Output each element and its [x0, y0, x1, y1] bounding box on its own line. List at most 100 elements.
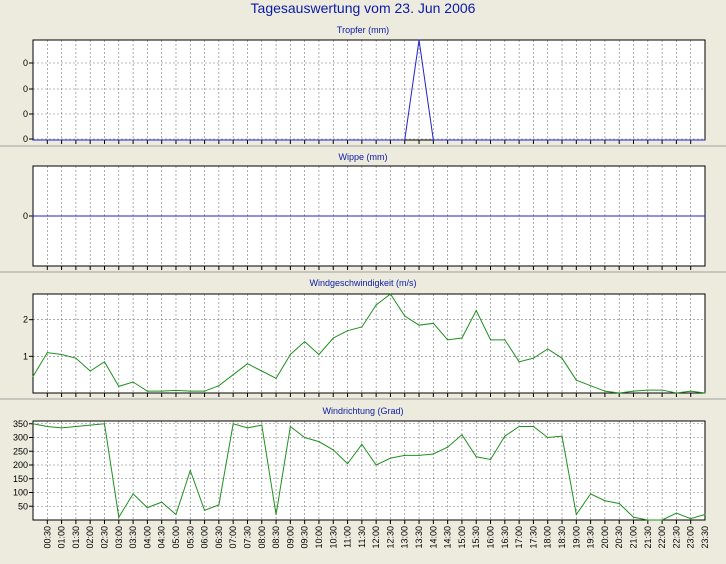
data-point	[418, 39, 420, 41]
data-point	[75, 357, 77, 359]
data-point	[447, 339, 449, 341]
data-point	[690, 215, 692, 217]
data-point	[232, 423, 234, 425]
data-point	[518, 139, 520, 141]
data-point	[118, 215, 120, 217]
data-point	[332, 139, 334, 141]
x-tick-label: 03:00	[114, 526, 124, 549]
data-point	[489, 339, 492, 341]
data-point	[132, 215, 134, 217]
data-point	[489, 215, 492, 217]
data-point	[246, 215, 249, 217]
data-point	[675, 139, 678, 141]
x-tick-label: 23:30	[700, 526, 710, 549]
x-tick-label: 13:00	[400, 526, 410, 549]
data-point	[175, 139, 177, 141]
data-point	[146, 139, 148, 141]
data-point	[332, 449, 334, 451]
data-point	[432, 322, 434, 324]
data-point	[218, 504, 220, 506]
data-point	[404, 139, 406, 141]
data-point	[704, 139, 706, 141]
data-point	[475, 139, 477, 141]
x-tick-label: 05:00	[171, 526, 181, 549]
data-point	[504, 435, 506, 437]
data-point	[146, 507, 148, 509]
data-point	[289, 215, 291, 217]
x-tick-label: 22:00	[657, 526, 667, 549]
data-point	[661, 139, 663, 141]
data-point	[518, 425, 520, 428]
data-point	[590, 385, 592, 387]
data-point	[304, 139, 306, 141]
series-line	[32, 423, 706, 521]
data-point	[504, 215, 506, 217]
chart-title: Windrichtung (Grad)	[322, 406, 403, 416]
page-title: Tagesauswertung vom 23. Jun 2006	[250, 0, 476, 16]
data-point	[461, 434, 463, 436]
data-point	[661, 519, 663, 521]
data-point	[175, 215, 177, 217]
x-tick-label: 18:00	[543, 526, 553, 549]
data-point	[132, 139, 134, 141]
data-point	[118, 139, 120, 141]
data-point	[547, 348, 549, 350]
data-point	[275, 377, 277, 379]
y-tick-label: 0	[23, 58, 28, 68]
data-point	[389, 293, 392, 295]
data-point	[389, 139, 392, 141]
plot-frame	[32, 293, 706, 394]
data-point	[661, 389, 663, 391]
data-point	[475, 456, 477, 458]
data-point	[289, 425, 291, 428]
x-tick-label: 15:30	[471, 526, 481, 549]
data-point	[518, 215, 520, 217]
series-line	[33, 39, 705, 141]
data-point	[361, 326, 363, 328]
data-point	[475, 309, 477, 312]
x-tick-label: 16:00	[486, 526, 496, 549]
data-point	[46, 425, 48, 428]
data-point	[461, 139, 463, 141]
data-point	[218, 385, 220, 387]
data-point	[161, 139, 163, 141]
data-point	[447, 446, 449, 448]
data-point	[289, 353, 291, 356]
data-point	[604, 500, 606, 502]
data-point	[661, 215, 663, 217]
data-point	[632, 516, 635, 518]
chart-title: Windgeschwindigkeit (m/s)	[309, 278, 416, 288]
data-point	[604, 139, 606, 141]
data-point	[103, 423, 106, 425]
data-point	[118, 385, 120, 387]
data-point	[418, 454, 420, 456]
x-tick-label: 03:30	[128, 526, 138, 549]
data-point	[604, 390, 606, 392]
data-point	[647, 215, 649, 217]
data-point	[232, 374, 234, 376]
data-point	[203, 390, 206, 392]
data-point	[690, 390, 692, 392]
data-point	[647, 139, 649, 141]
data-point	[318, 139, 320, 141]
x-tick-label: 01:30	[71, 526, 81, 549]
data-point	[647, 519, 649, 521]
data-point	[32, 423, 34, 425]
x-tick-label: 19:30	[586, 526, 596, 549]
y-tick-label: 100	[13, 488, 28, 498]
data-point	[632, 390, 635, 392]
data-point	[547, 436, 549, 439]
data-point	[75, 215, 77, 217]
data-point	[618, 392, 620, 394]
data-point	[189, 139, 191, 141]
data-point	[89, 215, 91, 217]
data-point	[447, 139, 449, 141]
x-tick-label: 17:30	[528, 526, 538, 549]
data-point	[60, 139, 63, 141]
data-point	[261, 139, 263, 141]
data-point	[346, 463, 349, 465]
plot-area	[32, 293, 706, 394]
data-point	[432, 215, 434, 217]
data-point	[561, 357, 563, 359]
data-point	[346, 330, 349, 332]
